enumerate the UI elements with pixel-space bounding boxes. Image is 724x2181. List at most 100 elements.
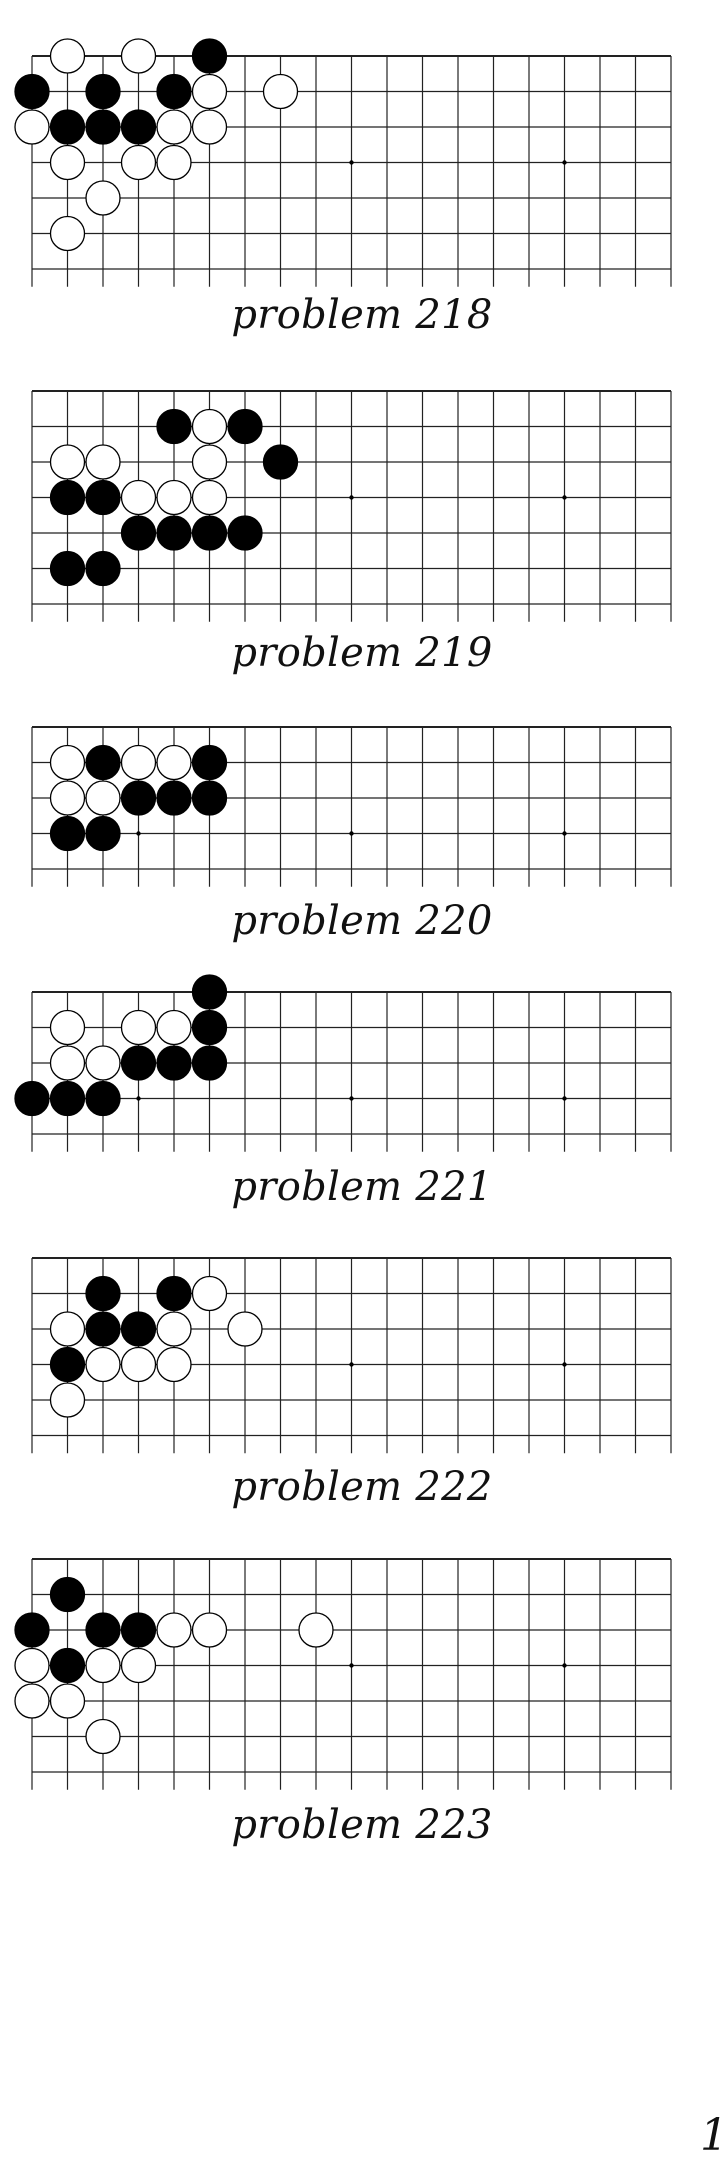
black-stone <box>49 550 86 587</box>
white-stone <box>85 1045 121 1081</box>
white-stone <box>120 744 157 781</box>
go-board-221 <box>14 974 672 1152</box>
white-stone <box>85 1718 121 1755</box>
white-stone <box>191 408 228 445</box>
black-stone <box>85 1311 121 1347</box>
white-stone <box>85 780 121 816</box>
star-point <box>136 1096 141 1101</box>
problem-219-caption: problem 219 <box>231 630 493 676</box>
white-stone <box>156 479 192 516</box>
white-stone <box>85 180 121 216</box>
white-stone <box>156 744 192 781</box>
white-stone <box>156 109 192 145</box>
white-stone <box>191 444 228 480</box>
white-stone <box>156 1346 192 1383</box>
black-stone <box>85 73 121 110</box>
black-stone <box>85 815 121 852</box>
star-point <box>349 1663 354 1668</box>
go-board-218 <box>14 38 672 287</box>
white-stone <box>49 1683 86 1719</box>
star-point <box>349 1096 354 1101</box>
black-stone <box>191 1045 228 1081</box>
black-stone <box>156 408 192 445</box>
star-point <box>349 1362 354 1367</box>
black-stone <box>49 1576 86 1613</box>
white-stone <box>49 1382 86 1418</box>
black-stone <box>85 1275 121 1312</box>
star-point <box>562 160 567 165</box>
black-stone <box>14 1612 50 1648</box>
black-stone <box>191 974 228 1010</box>
black-stone <box>120 1311 157 1347</box>
white-stone <box>191 109 228 145</box>
black-stone <box>85 550 121 587</box>
white-stone <box>85 1647 121 1684</box>
black-stone <box>120 515 157 551</box>
black-stone <box>191 38 228 74</box>
black-stone <box>156 515 192 551</box>
white-stone <box>85 444 121 480</box>
go-board-220 <box>31 726 672 887</box>
problem-223-caption: problem 223 <box>231 1802 493 1848</box>
white-stone <box>14 109 50 145</box>
black-stone <box>85 1612 121 1648</box>
black-stone <box>85 744 121 781</box>
black-stone <box>49 1080 86 1117</box>
white-stone <box>120 1647 157 1684</box>
star-point <box>349 160 354 165</box>
black-stone <box>49 479 86 516</box>
white-stone <box>191 1612 228 1648</box>
black-stone <box>120 109 157 145</box>
star-point <box>562 1663 567 1668</box>
white-stone <box>156 1612 192 1648</box>
problem-221-caption: problem 221 <box>231 1164 493 1210</box>
black-stone <box>49 109 86 145</box>
white-stone <box>49 215 86 252</box>
black-stone <box>156 780 192 816</box>
star-point <box>349 831 354 836</box>
star-point <box>562 831 567 836</box>
go-board-222 <box>31 1257 672 1454</box>
white-stone <box>85 1346 121 1383</box>
white-stone <box>120 38 157 74</box>
white-stone <box>49 144 86 181</box>
black-stone <box>85 1080 121 1117</box>
white-stone <box>120 144 157 181</box>
go-board-219 <box>31 390 672 622</box>
black-stone <box>191 515 228 551</box>
white-stone <box>49 1311 86 1347</box>
white-stone <box>191 73 228 110</box>
black-stone <box>49 1346 86 1383</box>
white-stone <box>156 1311 192 1347</box>
white-stone <box>120 1009 157 1046</box>
white-stone <box>14 1647 50 1684</box>
black-stone <box>156 73 192 110</box>
black-stone <box>227 408 263 445</box>
white-stone <box>191 479 228 516</box>
black-stone <box>120 1045 157 1081</box>
white-stone <box>49 1009 86 1046</box>
problem-218-caption: problem 218 <box>231 292 493 338</box>
white-stone <box>120 479 157 516</box>
black-stone <box>191 780 228 816</box>
black-stone <box>191 1009 228 1046</box>
white-stone <box>191 1275 228 1312</box>
white-stone <box>298 1612 334 1648</box>
star-point <box>562 1362 567 1367</box>
black-stone <box>14 1080 50 1117</box>
white-stone <box>262 73 299 110</box>
black-stone <box>49 1647 86 1684</box>
black-stone <box>85 109 121 145</box>
black-stone <box>191 744 228 781</box>
black-stone <box>14 73 50 110</box>
black-stone <box>262 444 299 480</box>
black-stone <box>120 1612 157 1648</box>
white-stone <box>156 144 192 181</box>
problem-220-caption: problem 220 <box>231 898 493 944</box>
go-board-223 <box>14 1558 672 1790</box>
black-stone <box>49 815 86 852</box>
white-stone <box>49 38 86 74</box>
white-stone <box>14 1683 50 1719</box>
white-stone <box>156 1009 192 1046</box>
black-stone <box>85 479 121 516</box>
